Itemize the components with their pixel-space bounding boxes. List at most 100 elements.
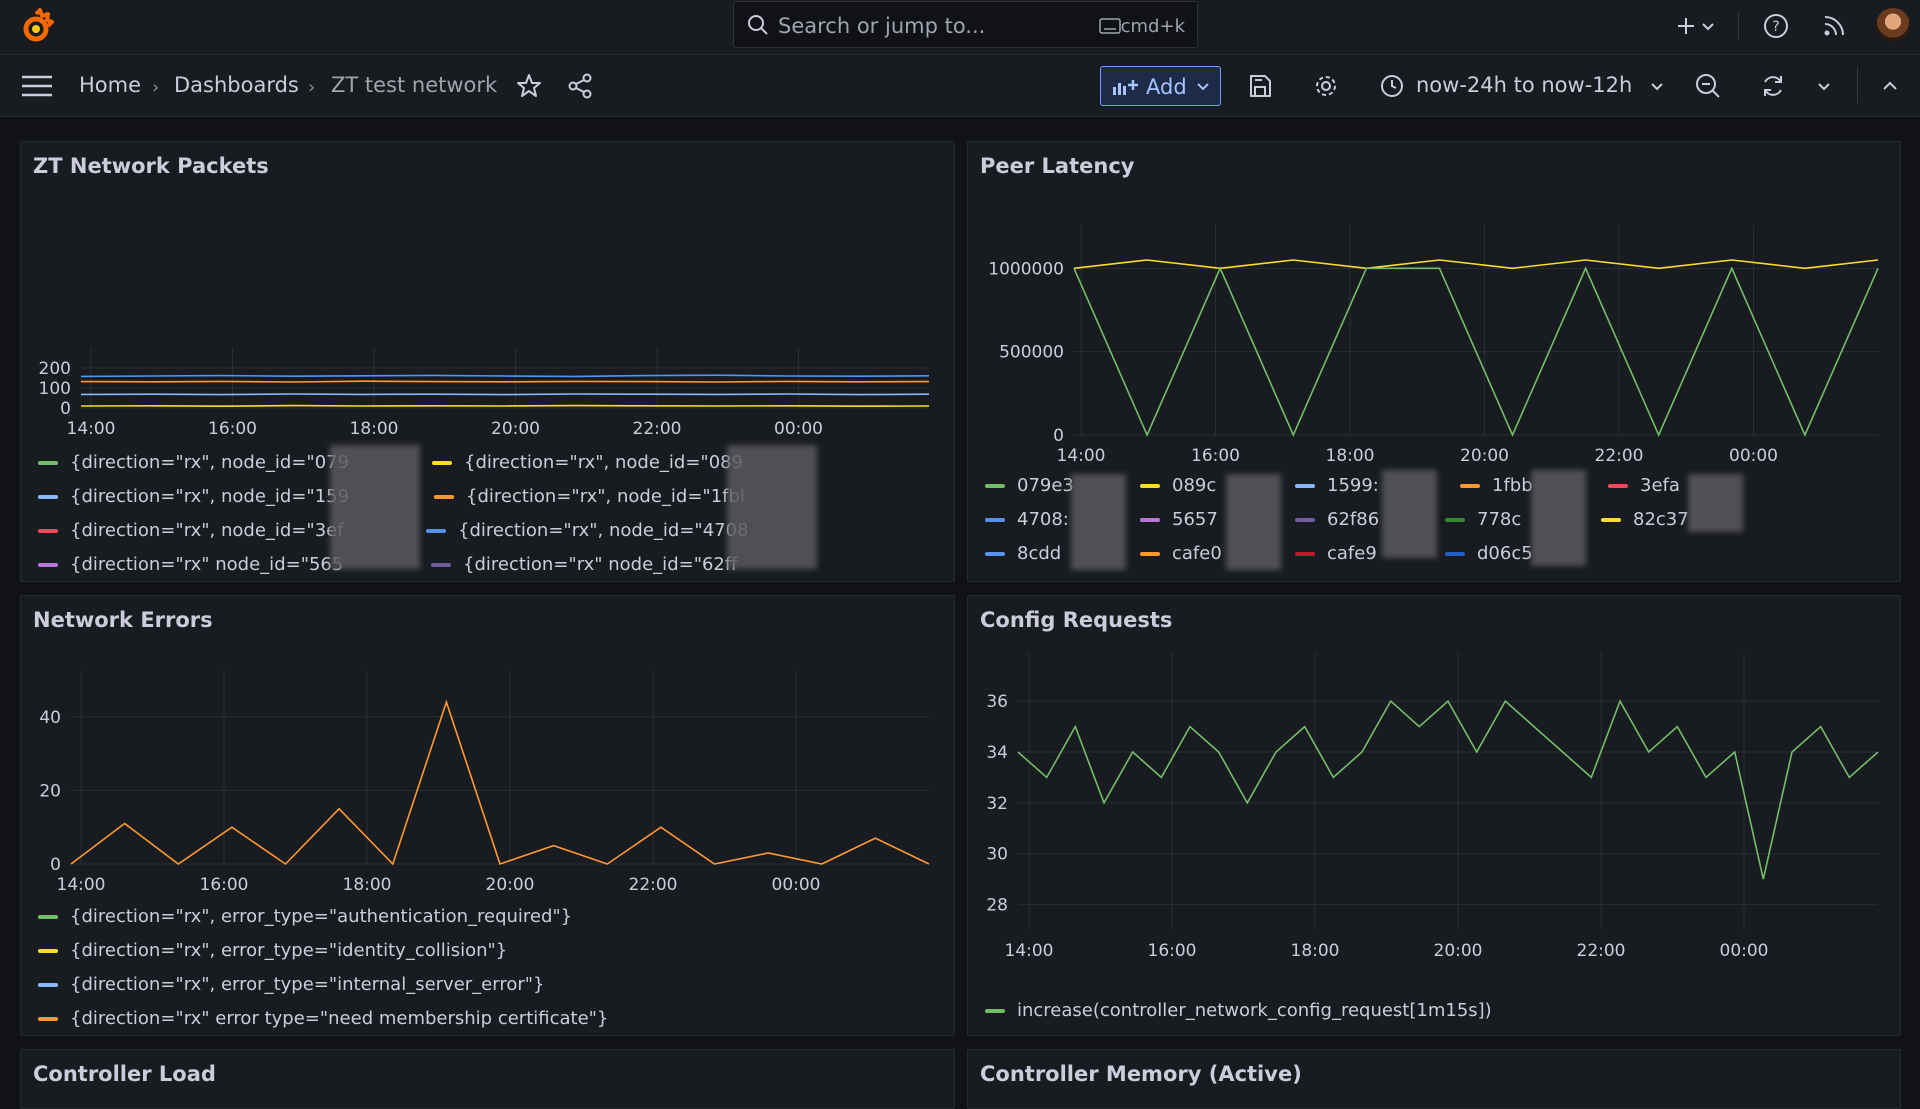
chevron-down-icon	[1197, 83, 1209, 91]
time-range-picker[interactable]: now-24h to now-12h	[1416, 73, 1633, 97]
panel-title[interactable]: Controller Memory (Active)	[980, 1062, 1302, 1086]
legend-label: {direction="rx", error_type="internal_se…	[70, 974, 545, 995]
legend-item[interactable]: {direction="rx", node_id="4708	[426, 520, 749, 541]
redacted-region	[330, 445, 420, 569]
legend-item[interactable]: {direction="rx", node_id="089	[432, 452, 743, 473]
dashboard-nav-bar: Home › Dashboards › ZT test network Add …	[0, 55, 1920, 117]
legend-item[interactable]: {direction="rx", error_type="identity_co…	[38, 940, 507, 961]
x-tick-label: 20:00	[486, 875, 535, 895]
legend-item[interactable]: 8cdd	[985, 543, 1061, 564]
legend-item[interactable]: 3efa	[1608, 475, 1680, 496]
news-feed-icon[interactable]	[1820, 12, 1848, 40]
chevron-up-icon[interactable]	[1876, 72, 1904, 100]
legend-item[interactable]: 1599:	[1295, 475, 1379, 496]
series-line[interactable]	[80, 374, 930, 378]
legend-color-swatch	[1460, 484, 1480, 488]
toolbar-divider	[1738, 12, 1739, 40]
grafana-logo-icon[interactable]	[18, 8, 58, 48]
chevron-down-icon[interactable]	[1700, 12, 1716, 40]
errors-time-series-chart[interactable]: 0 20 40 14:00 16:00 18:00 20:00 22:00 00:00	[21, 596, 955, 906]
new-plus-icon[interactable]	[1672, 12, 1700, 40]
series-line[interactable]	[1073, 266, 1879, 437]
legend-item[interactable]: {direction="rx", node_id="159	[38, 486, 349, 507]
legend-color-swatch	[1445, 518, 1465, 522]
y-tick-label: 30	[986, 845, 1008, 865]
add-button[interactable]: Add	[1100, 66, 1221, 106]
config-time-series-chart[interactable]: 28 30 32 34 36 14:00 16:00 18:00 20:00 22:00 00:00	[968, 596, 1901, 996]
chevron-down-icon[interactable]	[1815, 72, 1833, 100]
legend-item[interactable]: {direction="rx", node_id="079	[38, 452, 349, 473]
refresh-icon[interactable]	[1759, 72, 1787, 100]
series-line[interactable]	[80, 380, 930, 383]
keyboard-icon	[1099, 18, 1121, 34]
y-tick-label: 40	[39, 708, 61, 728]
x-tick-label: 14:00	[57, 875, 106, 895]
svg-text:?: ?	[1772, 19, 1779, 35]
legend-label: {direction="rx", error_type="authenticat…	[70, 906, 573, 927]
legend-item[interactable]: cafe9	[1295, 543, 1377, 564]
legend-item[interactable]: 079e3	[985, 475, 1074, 496]
legend-item[interactable]: 62f86	[1295, 509, 1379, 530]
legend-item[interactable]: 778c	[1445, 509, 1521, 530]
zoom-out-icon[interactable]	[1694, 72, 1722, 100]
star-icon[interactable]	[515, 72, 543, 100]
clock-icon	[1381, 75, 1403, 97]
legend-item[interactable]: cafe0	[1140, 543, 1222, 564]
breadcrumb-home[interactable]: Home	[79, 73, 142, 97]
series-line[interactable]	[1017, 699, 1879, 880]
panel-controller-memory: Controller Memory (Active)	[967, 1049, 1901, 1109]
legend-item[interactable]: d06c5	[1445, 543, 1533, 564]
help-icon[interactable]: ?	[1762, 12, 1790, 40]
legend-item[interactable]: 1fbb	[1460, 475, 1533, 496]
panel-title[interactable]: ZT Network Packets	[33, 154, 269, 178]
legend-item[interactable]: {direction="rx" error type="need members…	[38, 1008, 608, 1029]
legend-label: 82c37	[1633, 509, 1689, 530]
panel-title[interactable]: Controller Load	[33, 1062, 216, 1086]
panel-title[interactable]: Config Requests	[980, 608, 1173, 632]
legend-color-swatch	[1140, 484, 1160, 488]
save-icon[interactable]	[1246, 72, 1274, 100]
legend-color-swatch	[1295, 518, 1315, 522]
x-tick-label: 22:00	[629, 875, 678, 895]
y-tick-label: 36	[986, 692, 1008, 712]
series-line[interactable]	[80, 404, 930, 408]
x-tick-label: 00:00	[1720, 941, 1769, 961]
legend-item[interactable]: 5657	[1140, 509, 1218, 530]
series-line[interactable]	[70, 699, 930, 866]
search-input[interactable]: Search or jump to... cmd+k	[733, 1, 1198, 48]
legend-item[interactable]: increase(controller_network_config_reque…	[985, 1000, 1492, 1021]
series-line[interactable]	[1073, 259, 1879, 270]
legend-item[interactable]: {direction="rx", node_id="3ef	[38, 520, 344, 541]
panel-title[interactable]: Peer Latency	[980, 154, 1135, 178]
menu-icon[interactable]	[22, 75, 52, 97]
legend-item[interactable]: {direction="rx" node_id="62ff	[431, 554, 737, 575]
panel-title[interactable]: Network Errors	[33, 608, 213, 632]
search-placeholder: Search or jump to...	[778, 14, 986, 38]
legend-label: 089c	[1172, 475, 1217, 496]
breadcrumb-dashboards[interactable]: Dashboards	[174, 73, 299, 97]
top-bar: Search or jump to... cmd+k ?	[0, 0, 1920, 55]
x-tick-label: 16:00	[1191, 446, 1240, 466]
latency-time-series-chart[interactable]: 0 500000 1000000 14:00 16:00 18:00 20:00 22:00 0…	[968, 142, 1901, 477]
legend-item[interactable]: {direction="rx", error_type="internal_se…	[38, 974, 545, 995]
series-line[interactable]	[80, 393, 930, 396]
legend-color-swatch	[1295, 552, 1315, 556]
chevron-down-icon[interactable]	[1648, 72, 1666, 100]
legend-item[interactable]: {direction="rx" node_id="565	[38, 554, 343, 575]
search-icon	[748, 15, 768, 35]
legend-color-swatch	[38, 529, 58, 533]
redacted-region	[1531, 470, 1586, 566]
avatar[interactable]	[1876, 8, 1910, 42]
redacted-region	[727, 445, 817, 569]
legend-item[interactable]: 82c37	[1601, 509, 1689, 530]
settings-gear-icon[interactable]	[1312, 72, 1340, 100]
y-tick-label: 100	[39, 379, 71, 399]
legend-item[interactable]: 089c	[1140, 475, 1216, 496]
legend-item[interactable]: 4708:	[985, 509, 1069, 530]
share-icon[interactable]	[566, 72, 594, 100]
legend-label: {direction="rx", error_type="identity_co…	[70, 940, 508, 961]
x-tick-label: 20:00	[1434, 941, 1483, 961]
legend-item[interactable]: {direction="rx", error_type="authenticat…	[38, 906, 572, 927]
legend-item[interactable]: {direction="rx", node_id="1fbl	[434, 486, 745, 507]
